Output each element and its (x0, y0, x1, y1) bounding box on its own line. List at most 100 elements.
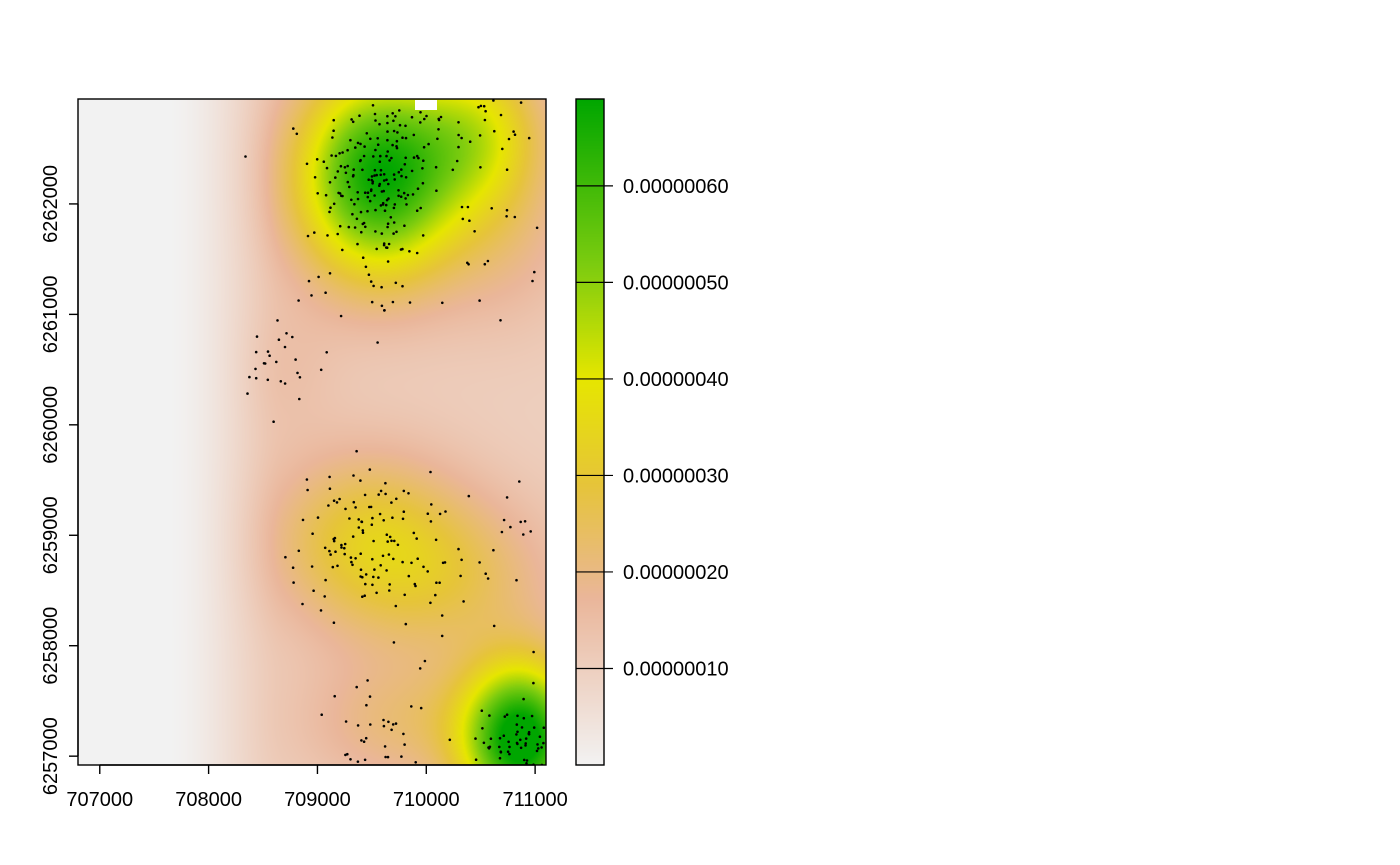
event-point (481, 727, 484, 730)
event-point (344, 720, 348, 723)
event-point (418, 667, 422, 670)
event-point (505, 713, 509, 716)
event-point (381, 203, 385, 206)
event-point (410, 169, 414, 173)
colorbar-tick-label: 0.00000060 (623, 176, 729, 198)
event-point (457, 133, 460, 137)
event-point (349, 138, 352, 142)
event-point (370, 523, 374, 526)
event-point (371, 557, 374, 561)
event-point (386, 130, 389, 133)
event-point (336, 232, 340, 236)
event-point (419, 111, 422, 114)
event-point (404, 176, 408, 179)
event-point (298, 397, 301, 401)
event-point (334, 550, 337, 553)
event-point (368, 468, 372, 471)
event-point (254, 367, 257, 371)
event-point (348, 185, 351, 189)
event-point (386, 225, 389, 229)
y-tick-label: 6262000 (40, 165, 62, 243)
event-point (296, 371, 299, 375)
event-point (350, 560, 353, 564)
event-point (502, 518, 506, 522)
event-point (516, 714, 519, 718)
event-point (499, 113, 503, 117)
event-point (279, 380, 283, 383)
event-point (394, 604, 398, 608)
x-tick-label: 708000 (175, 789, 242, 811)
event-point (390, 156, 393, 160)
event-point (332, 202, 336, 206)
event-point (367, 178, 371, 181)
event-point (489, 737, 493, 740)
event-point (338, 152, 341, 155)
event-point (349, 556, 353, 559)
event-point (383, 745, 387, 748)
event-point (397, 194, 400, 198)
event-point (382, 718, 385, 722)
event-point (385, 178, 388, 182)
event-point (356, 724, 360, 727)
event-point (294, 358, 297, 361)
event-point (394, 722, 398, 725)
event-point (484, 109, 487, 113)
event-point (379, 173, 383, 177)
event-point (338, 497, 341, 501)
event-point (350, 118, 353, 121)
event-point (332, 539, 336, 543)
event-point (272, 420, 275, 424)
event-point (331, 136, 334, 139)
event-point (492, 624, 496, 628)
event-point (460, 558, 463, 562)
event-point (384, 481, 387, 485)
event-point (383, 309, 386, 312)
event-point (499, 751, 503, 754)
event-point (391, 723, 395, 726)
event-point (341, 248, 344, 252)
event-point (392, 173, 396, 176)
event-point (365, 132, 369, 135)
event-point (505, 168, 509, 171)
event-point (437, 118, 441, 122)
event-point (346, 752, 349, 756)
event-point (382, 724, 386, 728)
event-point (537, 747, 540, 750)
event-point (329, 553, 332, 556)
event-point (400, 174, 403, 178)
event-point (392, 221, 396, 224)
event-point (366, 195, 370, 199)
event-point (404, 136, 408, 140)
event-point (416, 557, 420, 560)
event-point (401, 136, 404, 139)
event-point (372, 575, 375, 579)
event-point (392, 206, 396, 210)
event-point (378, 512, 382, 516)
event-point (363, 191, 367, 194)
event-point (492, 548, 495, 552)
event-point (332, 129, 335, 132)
colorbar-ticks: 0.00000010 0.00000020 0.00000030 0.00000040… (576, 176, 729, 680)
colorbar-gradient-image (576, 99, 604, 765)
event-point (367, 273, 371, 277)
event-point (324, 291, 327, 295)
event-point (336, 170, 340, 173)
event-point (297, 299, 300, 302)
event-point (373, 174, 376, 177)
event-point (386, 121, 389, 125)
event-point (382, 173, 386, 176)
event-point (524, 742, 527, 745)
event-point (366, 209, 369, 213)
event-point (533, 270, 536, 274)
event-point (372, 155, 375, 158)
event-point (402, 732, 405, 736)
event-point (457, 145, 460, 149)
event-point (320, 713, 324, 716)
event-point (468, 219, 471, 222)
event-point (438, 581, 441, 584)
event-point (343, 552, 347, 556)
event-point (419, 121, 422, 124)
event-point (508, 752, 511, 756)
event-point (474, 737, 477, 740)
